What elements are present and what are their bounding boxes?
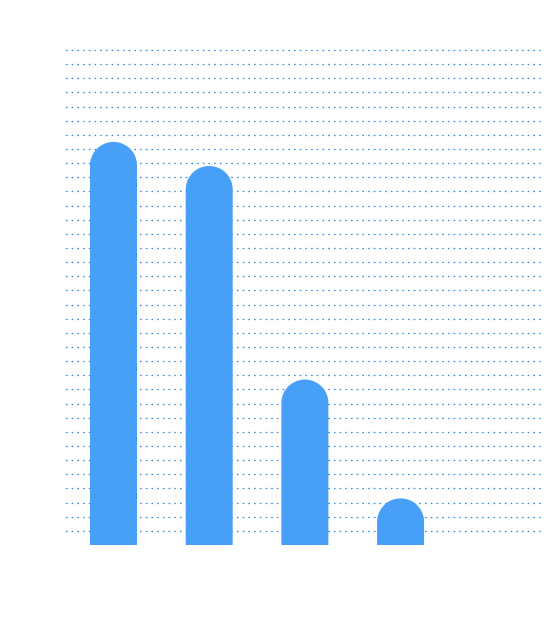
- bar-3: [281, 379, 329, 545]
- bar-2: [185, 165, 233, 545]
- bar-4: [377, 498, 425, 545]
- bar-series: [90, 141, 425, 545]
- bar-1: [90, 141, 137, 545]
